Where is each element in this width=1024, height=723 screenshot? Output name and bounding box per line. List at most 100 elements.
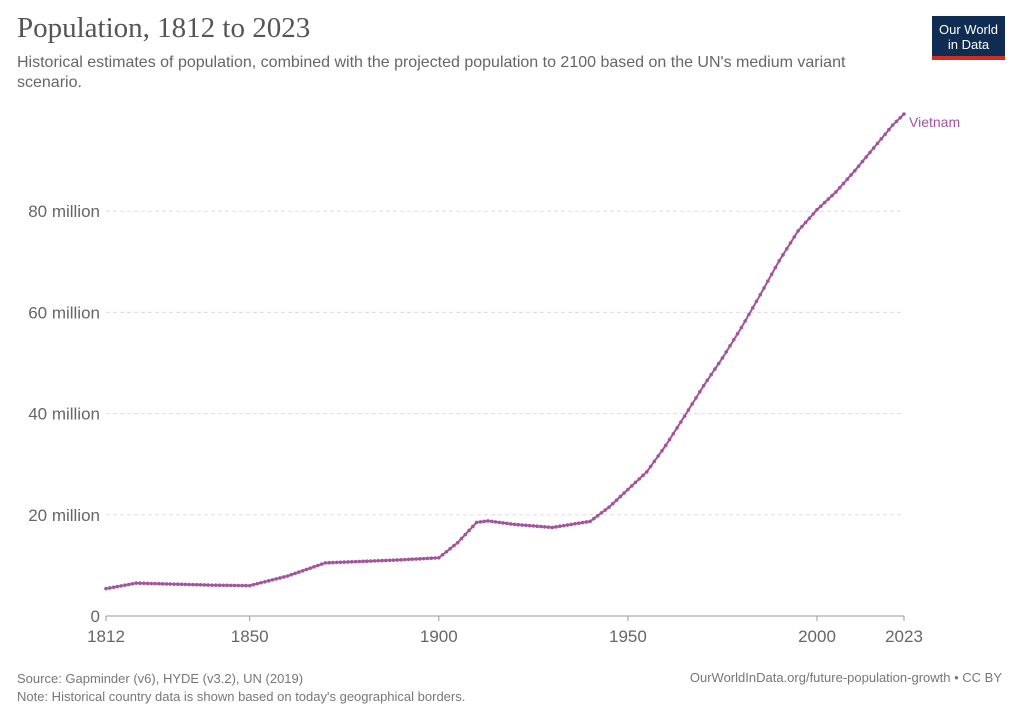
data-point (648, 464, 653, 469)
data-point (508, 522, 513, 526)
chart-title: Population, 1812 to 2023 (17, 12, 311, 44)
y-tick-label: 40 million (28, 405, 100, 424)
owid-logo[interactable]: Our World in Data (932, 16, 1005, 60)
series-vietnam: Vietnam (104, 112, 960, 591)
data-point (728, 343, 732, 348)
data-point (225, 583, 229, 588)
data-point (815, 207, 819, 212)
data-point (448, 546, 452, 551)
data-point (883, 132, 887, 137)
data-point (614, 498, 619, 502)
data-point (777, 258, 781, 263)
data-point (312, 565, 316, 569)
x-tick-label: 2023 (885, 627, 923, 646)
data-point (554, 525, 558, 529)
data-point (183, 582, 188, 587)
data-point (667, 437, 672, 442)
data-point (595, 513, 600, 518)
data-point (641, 473, 645, 478)
data-point (841, 181, 846, 186)
data-point (259, 580, 263, 585)
data-point (334, 560, 339, 565)
data-point (206, 583, 210, 587)
logo-line-2: in Data (947, 37, 990, 52)
data-point (716, 361, 721, 366)
data-point (391, 558, 396, 562)
data-point (796, 229, 800, 233)
source-url-link[interactable]: OurWorldInData.org/future-population-gro… (689, 670, 1002, 685)
data-point (300, 568, 305, 573)
data-point (357, 559, 362, 564)
data-point (376, 558, 381, 563)
data-point (501, 521, 505, 525)
data-point (342, 560, 347, 564)
data-point (210, 583, 214, 587)
data-point (221, 583, 226, 588)
data-point (569, 522, 573, 527)
data-point (497, 520, 502, 525)
data-point (520, 523, 524, 527)
data-point (176, 582, 180, 587)
data-point (493, 520, 498, 524)
note-text: Note: Historical country data is shown b… (17, 689, 466, 704)
data-point (856, 164, 861, 168)
data-point (879, 137, 884, 141)
data-point (119, 584, 123, 588)
data-point (198, 583, 203, 587)
data-point (361, 559, 365, 564)
data-point (486, 519, 490, 523)
data-point (607, 505, 611, 510)
data-point (402, 557, 407, 562)
series-line (105, 113, 905, 590)
data-point (270, 578, 275, 582)
data-point (743, 319, 747, 323)
data-point (784, 247, 789, 251)
data-point (194, 582, 199, 587)
data-point (542, 525, 547, 529)
data-point (588, 519, 592, 524)
data-point (845, 177, 850, 182)
data-point (735, 331, 740, 336)
data-point (860, 159, 865, 164)
data-point (149, 581, 154, 586)
data-point (372, 559, 377, 563)
data-point (471, 524, 475, 529)
data-point (421, 556, 426, 561)
data-point (157, 581, 161, 586)
data-point (293, 571, 297, 576)
data-point (890, 123, 895, 127)
data-point (807, 216, 812, 220)
data-point (255, 581, 260, 586)
data-point (323, 561, 328, 565)
data-point (694, 396, 698, 400)
data-point (463, 532, 468, 537)
data-point (558, 524, 562, 529)
data-point (682, 414, 687, 418)
data-point (887, 127, 891, 132)
data-point (834, 190, 838, 194)
data-point (107, 586, 112, 590)
data-point (766, 279, 770, 283)
data-point (603, 508, 608, 512)
y-tick-label: 80 million (28, 202, 100, 221)
source-text: Source: Gapminder (v6), HYDE (v3.2), UN … (17, 671, 304, 686)
data-point (478, 520, 483, 524)
data-point (387, 558, 392, 563)
data-point (516, 522, 521, 527)
data-point (686, 408, 691, 412)
data-point (871, 146, 876, 150)
data-point (811, 212, 816, 216)
data-point (138, 581, 142, 586)
data-point (732, 337, 736, 342)
data-point (660, 448, 664, 453)
data-point (505, 521, 509, 526)
data-point (561, 523, 566, 528)
data-point (750, 306, 755, 310)
data-point (701, 383, 706, 388)
data-point (202, 583, 207, 587)
data-point (482, 519, 486, 524)
data-point (418, 557, 422, 561)
data-point (425, 556, 430, 561)
data-point (663, 443, 668, 448)
data-point (153, 581, 157, 586)
